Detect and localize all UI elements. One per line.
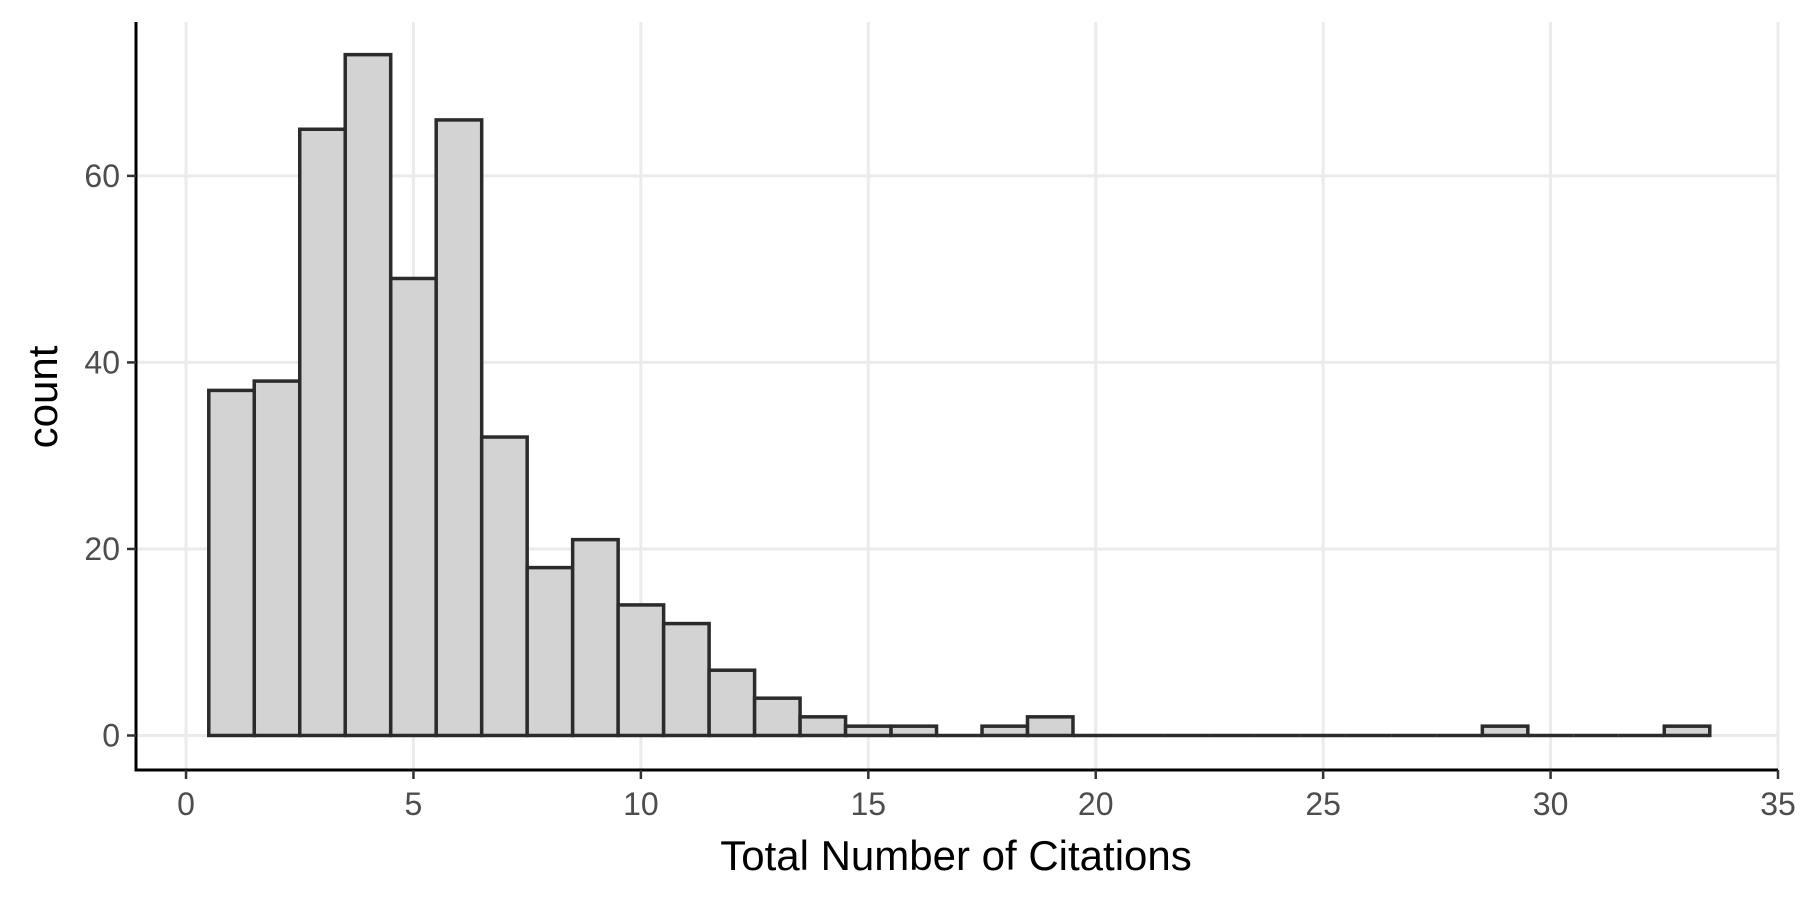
histogram-bar <box>752 696 802 738</box>
histogram-bars <box>207 52 1712 738</box>
x-tick-label: 15 <box>851 786 887 822</box>
x-tick-label: 0 <box>177 786 195 822</box>
x-tick-label: 35 <box>1760 786 1796 822</box>
histogram-bar <box>570 537 620 738</box>
y-axis-title: count <box>19 345 66 448</box>
histogram-bar <box>798 715 848 738</box>
histogram-bar <box>525 565 575 738</box>
histogram-bar <box>707 668 757 738</box>
x-tick-label: 10 <box>623 786 659 822</box>
histogram-bar <box>388 276 438 738</box>
histogram-bar <box>434 118 484 738</box>
x-axis-title: Total Number of Citations <box>720 832 1192 879</box>
histogram-bar <box>889 724 939 738</box>
histogram-bar <box>1025 715 1075 738</box>
x-tick-label: 5 <box>405 786 423 822</box>
histogram-bar <box>297 127 347 738</box>
histogram-bar <box>343 52 393 738</box>
histogram-bar <box>843 724 893 738</box>
histogram-bar <box>616 603 666 738</box>
x-axis-ticks: 0 5 10 15 20 25 30 35 <box>177 770 1796 822</box>
y-tick-label: 40 <box>84 344 120 380</box>
x-tick-label: 20 <box>1078 786 1114 822</box>
histogram-bar <box>252 379 302 738</box>
y-tick-label: 60 <box>84 158 120 194</box>
x-tick-label: 25 <box>1305 786 1341 822</box>
axes <box>134 22 1778 772</box>
y-axis-ticks: 0 20 40 60 <box>84 158 136 753</box>
histogram-bar <box>1662 724 1712 738</box>
histogram-bar <box>479 435 529 738</box>
x-tick-label: 30 <box>1533 786 1569 822</box>
histogram-bar <box>207 388 257 738</box>
histogram-bar <box>980 724 1030 738</box>
histogram-bar <box>661 621 711 738</box>
histogram-bar <box>1480 724 1530 738</box>
y-tick-label: 20 <box>84 531 120 567</box>
y-tick-label: 0 <box>102 717 120 753</box>
